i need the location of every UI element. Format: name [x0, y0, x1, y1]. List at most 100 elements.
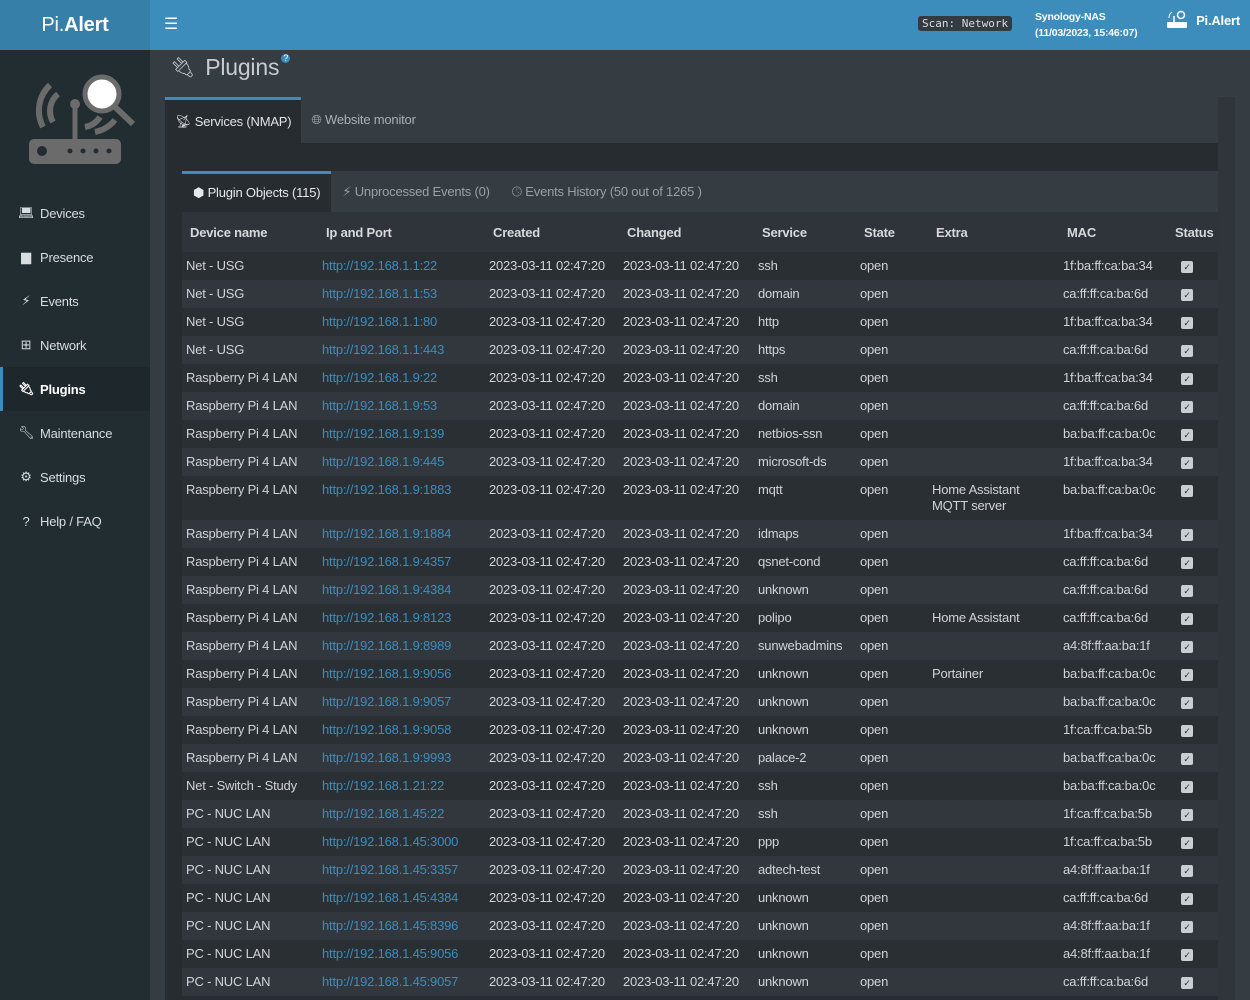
- ip-port-link[interactable]: http://192.168.1.9:53: [322, 398, 438, 413]
- ip-port-link[interactable]: http://192.168.1.1:53: [322, 286, 438, 301]
- ip-port-link[interactable]: http://192.168.1.45:4384: [322, 890, 459, 905]
- status-checkbox[interactable]: ✓: [1181, 641, 1193, 653]
- status-checkbox[interactable]: ✓: [1181, 613, 1193, 625]
- status-checkbox[interactable]: ✓: [1181, 697, 1193, 709]
- ip-port-link[interactable]: http://192.168.1.9:4384: [322, 582, 452, 597]
- ip-port-link[interactable]: http://192.168.1.9:22: [322, 370, 438, 385]
- column-header[interactable]: Extra: [928, 212, 1059, 252]
- ip-port-link[interactable]: http://192.168.1.1:80: [322, 314, 438, 329]
- status-cell: ✓: [1167, 716, 1218, 744]
- status-checkbox[interactable]: ✓: [1181, 753, 1193, 765]
- ip-port-link[interactable]: http://192.168.1.45:3357: [322, 862, 459, 877]
- status-checkbox[interactable]: ✓: [1181, 289, 1193, 301]
- status-checkbox[interactable]: ✓: [1181, 317, 1193, 329]
- tab-events-history[interactable]: 🕓︎ Events History (50 out of 1265 ): [501, 171, 713, 212]
- status-checkbox[interactable]: ✓: [1181, 781, 1193, 793]
- created-cell: 2023-03-11 02:47:20: [485, 856, 619, 884]
- status-checkbox[interactable]: ✓: [1181, 725, 1193, 737]
- tab-services-nmap[interactable]: 📡︎ Services (NMAP): [165, 97, 302, 143]
- status-checkbox[interactable]: ✓: [1181, 837, 1193, 849]
- status-cell: ✓: [1167, 476, 1218, 520]
- status-checkbox[interactable]: ✓: [1181, 669, 1193, 681]
- ip-port-link[interactable]: http://192.168.1.45:9056: [322, 946, 459, 961]
- sidebar-item-events[interactable]: ⚡︎ Events: [0, 279, 150, 323]
- sidebar-item-settings[interactable]: ⚙︎ Settings: [0, 455, 150, 499]
- tab-plugin-objects[interactable]: ⬢ Plugin Objects (115): [182, 171, 332, 212]
- sidebar-item-presence[interactable]: ▆ Presence: [0, 235, 150, 279]
- service-cell: https: [754, 336, 856, 364]
- status-checkbox[interactable]: ✓: [1181, 457, 1193, 469]
- status-checkbox[interactable]: ✓: [1181, 977, 1193, 989]
- status-checkbox[interactable]: ✓: [1181, 865, 1193, 877]
- status-checkbox[interactable]: ✓: [1181, 809, 1193, 821]
- created-cell: 2023-03-11 02:47:20: [485, 884, 619, 912]
- ip-port-link[interactable]: http://192.168.1.9:1884: [322, 526, 452, 541]
- column-header[interactable]: State: [856, 212, 928, 252]
- status-cell: ✓: [1167, 576, 1218, 604]
- service-cell: ssh: [754, 772, 856, 800]
- menu-toggle-icon[interactable]: ☰: [164, 16, 179, 33]
- ip-port-link[interactable]: http://192.168.1.9:445: [322, 454, 445, 469]
- status-checkbox[interactable]: ✓: [1181, 893, 1193, 905]
- extra-cell: [928, 280, 1059, 308]
- ip-port-link[interactable]: http://192.168.1.9:9058: [322, 722, 452, 737]
- column-header[interactable]: MAC: [1059, 212, 1167, 252]
- column-header[interactable]: Changed: [619, 212, 754, 252]
- ip-port-cell: http://192.168.1.9:9057: [318, 688, 485, 716]
- user-name: Pi.Alert: [1196, 12, 1240, 28]
- scrollbar[interactable]: [1218, 97, 1235, 1000]
- service-cell: microsoft-ds: [754, 448, 856, 476]
- tab-unprocessed-events[interactable]: ⚡︎ Unprocessed Events (0): [331, 171, 500, 212]
- device-name-cell: PC - NUC LAN: [182, 968, 318, 996]
- status-checkbox[interactable]: ✓: [1181, 921, 1193, 933]
- status-checkbox[interactable]: ✓: [1181, 261, 1193, 273]
- ip-port-link[interactable]: http://192.168.1.9:9993: [322, 750, 452, 765]
- table-row: Raspberry Pi 4 LAN http://192.168.1.9:905…: [182, 716, 1218, 744]
- status-checkbox[interactable]: ✓: [1181, 485, 1193, 497]
- ip-port-link[interactable]: http://192.168.1.9:9057: [322, 694, 452, 709]
- ip-port-cell: http://192.168.1.9:53: [318, 392, 485, 420]
- column-header[interactable]: Status: [1167, 212, 1218, 252]
- status-cell: ✓: [1167, 364, 1218, 392]
- sidebar-item-plugins[interactable]: 🔌︎ Plugins: [0, 367, 150, 411]
- status-checkbox[interactable]: ✓: [1181, 585, 1193, 597]
- ip-port-link[interactable]: http://192.168.1.45:9057: [322, 974, 459, 989]
- status-checkbox[interactable]: ✓: [1181, 529, 1193, 541]
- column-header[interactable]: Created: [485, 212, 619, 252]
- column-header[interactable]: Service: [754, 212, 856, 252]
- extra-cell: Portainer: [928, 660, 1059, 688]
- sidebar-item-network[interactable]: ⊞ Network: [0, 323, 150, 367]
- status-checkbox[interactable]: ✓: [1181, 557, 1193, 569]
- ip-port-link[interactable]: http://192.168.1.9:4357: [322, 554, 452, 569]
- app-logo[interactable]: Pi.Alert: [0, 0, 150, 50]
- status-checkbox[interactable]: ✓: [1181, 429, 1193, 441]
- table-row: PC - NUC LAN http://192.168.1.45:4384 2023…: [182, 884, 1218, 912]
- sidebar-item-maintenance[interactable]: 🔧︎ Maintenance: [0, 411, 150, 455]
- ip-port-link[interactable]: http://192.168.1.21:22: [322, 778, 445, 793]
- user-menu[interactable]: Pi.Alert: [1166, 10, 1240, 30]
- ip-port-link[interactable]: http://192.168.1.45:3000: [322, 834, 459, 849]
- ip-port-link[interactable]: http://192.168.1.45:22: [322, 806, 445, 821]
- tab-website-monitor[interactable]: 🌐︎ Website monitor: [301, 97, 425, 143]
- column-header[interactable]: Ip and Port: [318, 212, 485, 252]
- ip-port-link[interactable]: http://192.168.1.1:22: [322, 258, 438, 273]
- status-checkbox[interactable]: ✓: [1181, 373, 1193, 385]
- column-header[interactable]: Device name: [182, 212, 318, 252]
- ip-port-link[interactable]: http://192.168.1.45:8396: [322, 918, 459, 933]
- top-header: Pi.Alert ☰ Scan: Network Synology-NAS (11…: [0, 0, 1250, 50]
- ip-port-link[interactable]: http://192.168.1.9:9056: [322, 666, 452, 681]
- ip-port-link[interactable]: http://192.168.1.1:443: [322, 342, 445, 357]
- ip-port-cell: http://192.168.1.21:22: [318, 772, 485, 800]
- ip-port-link[interactable]: http://192.168.1.9:8989: [322, 638, 452, 653]
- status-checkbox[interactable]: ✓: [1181, 401, 1193, 413]
- help-icon[interactable]: ?: [281, 54, 291, 63]
- sidebar-item-help[interactable]: ? Help / FAQ: [0, 499, 150, 543]
- status-checkbox[interactable]: ✓: [1181, 949, 1193, 961]
- ip-port-link[interactable]: http://192.168.1.9:8123: [322, 610, 452, 625]
- created-cell: 2023-03-11 02:47:20: [485, 772, 619, 800]
- ip-port-link[interactable]: http://192.168.1.9:1883: [322, 482, 452, 497]
- logo-text-main: Alert: [64, 14, 109, 36]
- ip-port-link[interactable]: http://192.168.1.9:139: [322, 426, 445, 441]
- sidebar-item-devices[interactable]: 💻︎ Devices: [0, 191, 150, 235]
- status-checkbox[interactable]: ✓: [1181, 345, 1193, 357]
